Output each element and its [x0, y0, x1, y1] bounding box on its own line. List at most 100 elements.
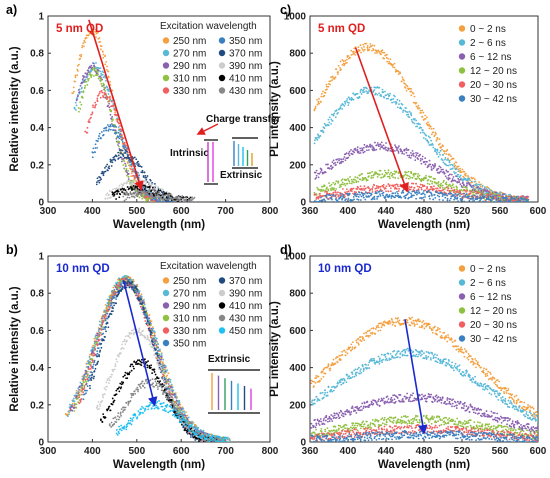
data-point [108, 377, 110, 380]
data-point [108, 106, 111, 109]
data-point [406, 85, 409, 88]
data-point [112, 368, 115, 371]
data-point [119, 286, 122, 289]
data-point [69, 409, 72, 412]
data-point [85, 131, 88, 134]
data-point [387, 57, 389, 60]
x-tick-label: 300 [40, 206, 57, 217]
data-point [385, 97, 388, 100]
data-point [123, 408, 126, 411]
data-point [100, 89, 103, 92]
data-point [405, 84, 408, 87]
data-point [112, 289, 115, 292]
data-point [117, 151, 120, 154]
data-point [92, 344, 95, 347]
data-point [138, 331, 141, 334]
data-point [138, 196, 141, 199]
data-point [112, 129, 114, 132]
data-point [335, 68, 338, 71]
legend-entry: 410 nm [229, 74, 262, 85]
data-point [150, 327, 153, 330]
data-point [94, 147, 97, 149]
data-point [102, 328, 105, 331]
data-point [144, 320, 147, 322]
data-point [148, 317, 151, 320]
data-point [99, 40, 102, 43]
data-point [86, 374, 89, 377]
data-point [152, 382, 155, 384]
data-point [126, 425, 128, 428]
data-point [144, 315, 146, 317]
data-point [182, 408, 185, 410]
data-point [432, 131, 434, 134]
legend-entry: 270 nm [173, 289, 206, 300]
data-point [169, 394, 172, 397]
data-point [115, 137, 118, 140]
data-point [94, 336, 97, 338]
data-point [135, 360, 138, 363]
data-point [67, 413, 70, 416]
data-point [110, 421, 113, 424]
data-point [157, 186, 160, 189]
data-point [315, 137, 318, 140]
data-point [157, 201, 160, 202]
data-point [140, 408, 142, 410]
data-point [154, 348, 157, 351]
data-point [226, 436, 229, 439]
data-point [134, 186, 137, 189]
data-point [213, 434, 215, 437]
data-point [419, 123, 421, 126]
data-point [165, 410, 167, 413]
data-point [124, 162, 126, 165]
data-point [97, 73, 99, 76]
data-point [157, 364, 160, 366]
data-point [143, 184, 146, 187]
data-point [94, 364, 97, 366]
data-point [155, 384, 158, 387]
data-point [363, 91, 366, 93]
data-point [148, 319, 151, 322]
data-point [87, 69, 90, 72]
data-point [375, 86, 378, 89]
data-point [139, 181, 142, 183]
data-point [388, 60, 391, 63]
data-point [148, 314, 151, 316]
data-point [178, 417, 180, 420]
data-point [73, 402, 76, 405]
data-point [155, 402, 157, 405]
data-point [154, 198, 157, 201]
data-point [373, 89, 376, 91]
data-point [150, 364, 152, 367]
data-point [141, 361, 143, 364]
data-point [316, 103, 319, 106]
data-point [134, 162, 136, 165]
data-point [106, 86, 109, 89]
data-point [165, 382, 168, 385]
data-point [92, 75, 95, 77]
data-point [220, 437, 223, 439]
data-point [118, 425, 121, 428]
data-point [114, 187, 116, 190]
data-point [171, 194, 174, 197]
data-point [381, 88, 384, 91]
x-tick-label: 300 [40, 446, 57, 457]
data-point [186, 414, 189, 417]
data-point [94, 143, 97, 146]
data-point [394, 95, 396, 98]
data-points [313, 42, 530, 202]
data-point [99, 77, 102, 80]
data-point [112, 295, 114, 298]
data-point [114, 125, 116, 127]
data-point [168, 400, 171, 403]
data-point [327, 85, 330, 88]
data-point [77, 387, 79, 390]
legend-entry: 250 nm [173, 36, 206, 47]
data-point [149, 193, 152, 196]
data-point [150, 201, 153, 202]
data-point [316, 136, 319, 139]
data-point [98, 354, 100, 356]
data-point [117, 292, 120, 295]
data-point [100, 82, 103, 85]
data-point [105, 381, 108, 384]
data-point [117, 355, 120, 358]
